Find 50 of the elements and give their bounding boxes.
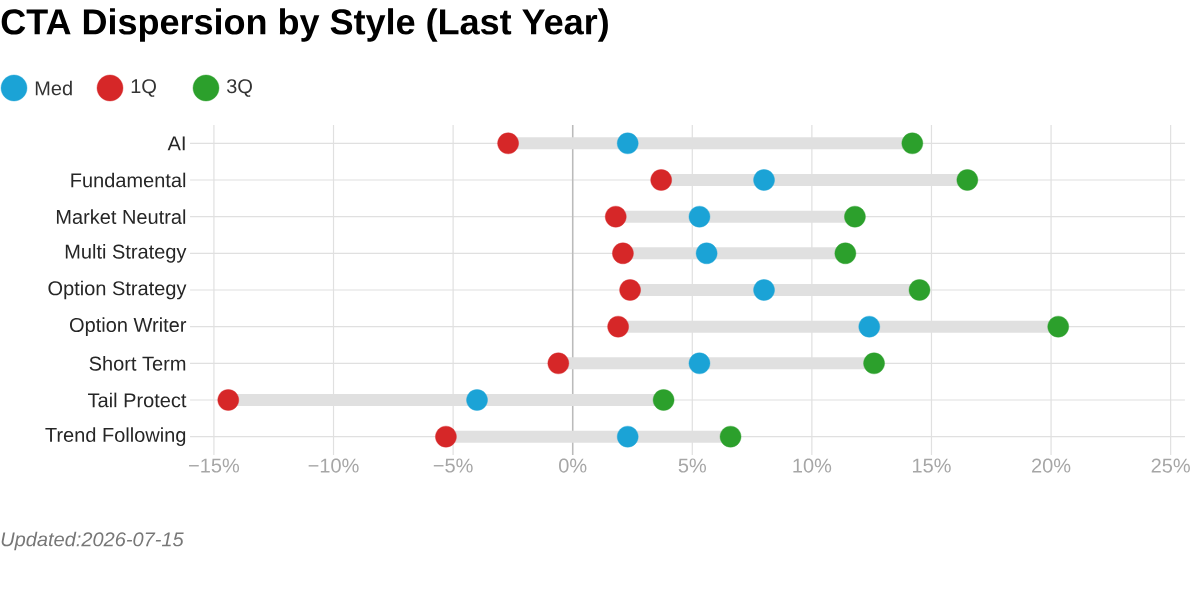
- point: [497, 132, 519, 155]
- point: [607, 315, 629, 338]
- point: [650, 169, 672, 191]
- point: [217, 389, 239, 411]
- y-tick-label: Trend Following: [45, 427, 186, 446]
- point: [844, 205, 866, 228]
- y-tick-label: Tail Protect: [88, 392, 187, 408]
- point: [863, 352, 885, 375]
- point: [688, 205, 711, 228]
- point: [617, 132, 639, 155]
- y-tick-label: Option Writer: [69, 317, 187, 336]
- x-tick-label: 5%: [678, 458, 707, 473]
- y-tick-label: AI: [167, 136, 185, 151]
- point: [619, 279, 641, 301]
- y-tick-label: Short Term: [89, 355, 186, 371]
- x-tick-label: 15%: [912, 458, 951, 473]
- y-tick-label: Market Neutral: [56, 209, 186, 224]
- legend-label: Med: [35, 80, 72, 96]
- point: [901, 132, 924, 155]
- point: [652, 389, 675, 411]
- point: [753, 279, 775, 301]
- point: [753, 169, 775, 191]
- point: [617, 425, 639, 448]
- x-tick-label: −15%: [189, 458, 240, 473]
- point: [612, 242, 634, 265]
- x-tick-label: −5%: [433, 458, 473, 473]
- chart-title: CTA Dispersion by Style (Last Year): [1, 8, 608, 42]
- x-tick-label: 25%: [1151, 458, 1190, 473]
- legend-label: 1Q: [131, 79, 156, 97]
- point: [688, 352, 711, 375]
- y-tick-label: Option Strategy: [48, 280, 187, 300]
- point: [695, 242, 718, 265]
- x-tick-label: 10%: [793, 458, 832, 473]
- y-tick-label: Multi Strategy: [65, 244, 187, 263]
- legend-label: 3Q: [226, 79, 252, 97]
- point: [858, 315, 880, 338]
- x-tick-label: −10%: [308, 458, 359, 473]
- text: Updated:2026-07-15: [1, 531, 184, 551]
- y-tick-label: Fundamental: [71, 172, 186, 188]
- point: [547, 352, 570, 375]
- point: [466, 389, 488, 411]
- point: [956, 169, 979, 191]
- point: [719, 425, 742, 448]
- x-tick-label: 20%: [1032, 458, 1071, 473]
- point: [435, 425, 457, 448]
- point: [605, 205, 627, 228]
- point: [834, 242, 857, 265]
- point: [1047, 315, 1069, 338]
- point: [908, 279, 931, 301]
- x-tick-label: 0%: [559, 458, 587, 473]
